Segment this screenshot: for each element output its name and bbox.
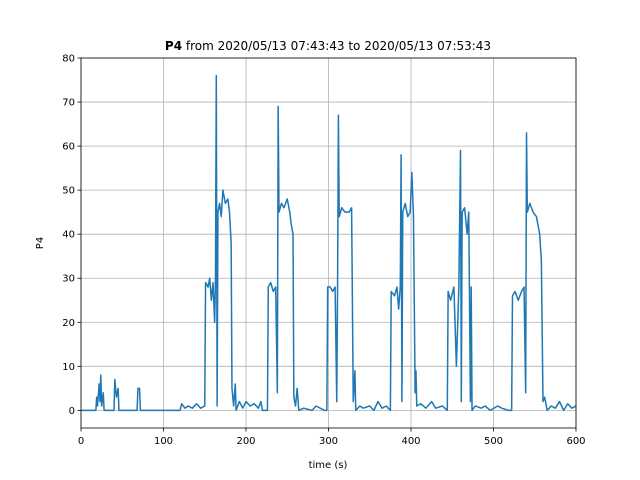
x-axis-label: time (s) [309,460,348,471]
y-tick-label: 10 [62,362,75,373]
y-tick-label: 60 [62,142,75,153]
y-tick-label: 70 [62,98,75,109]
y-tick-label: 30 [62,274,75,285]
title-bold: P4 [165,39,182,53]
chart-title: P4 from 2020/05/13 07:43:43 to 2020/05/1… [165,39,491,53]
x-tick-label: 0 [78,436,84,447]
y-tick-label: 50 [62,186,75,197]
x-tick-label: 400 [401,436,420,447]
title-text: from 2020/05/13 07:43:43 to 2020/05/13 0… [186,39,491,53]
y-tick-label: 80 [62,54,75,65]
x-tick-label: 600 [566,436,585,447]
x-tick-label: 500 [484,436,503,447]
x-tick-label: 100 [154,436,173,447]
y-tick-label: 20 [62,318,75,329]
y-axis-label: P4 [35,237,46,249]
plot-frame [80,57,577,429]
y-tick-label: 40 [62,230,75,241]
x-tick-label: 300 [319,436,338,447]
data-line [81,74,577,412]
x-tick-label: 200 [236,436,255,447]
y-tick-label: 0 [69,406,75,417]
